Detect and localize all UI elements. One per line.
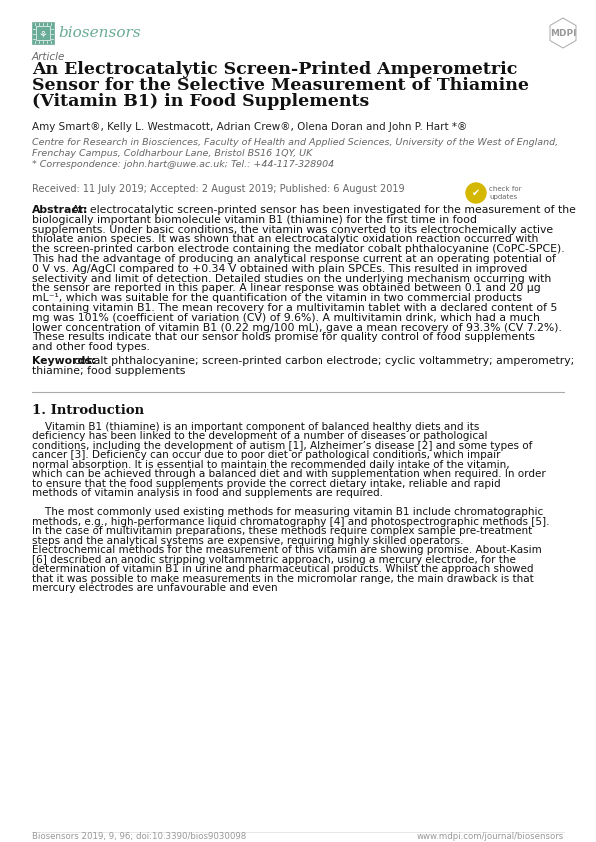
Text: An electrocatalytic screen-printed sensor has been investigated for the measurem: An electrocatalytic screen-printed senso…: [72, 205, 576, 215]
Text: to ensure that the food supplements provide the correct dietary intake, reliable: to ensure that the food supplements prov…: [32, 478, 501, 488]
Text: check for: check for: [489, 186, 522, 192]
Text: www.mdpi.com/journal/biosensors: www.mdpi.com/journal/biosensors: [417, 832, 564, 841]
FancyBboxPatch shape: [32, 22, 54, 44]
Text: biosensors: biosensors: [58, 26, 141, 40]
Text: 1. Introduction: 1. Introduction: [32, 403, 144, 417]
Text: steps and the analytical systems are expensive, requiring highly skilled operato: steps and the analytical systems are exp…: [32, 536, 464, 546]
Text: Sensor for the Selective Measurement of Thiamine: Sensor for the Selective Measurement of …: [32, 77, 529, 94]
Text: methods of vitamin analysis in food and supplements are required.: methods of vitamin analysis in food and …: [32, 488, 383, 498]
Text: Abstract:: Abstract:: [32, 205, 88, 215]
Text: which can be achieved through a balanced diet and with supplementation when requ: which can be achieved through a balanced…: [32, 469, 546, 479]
Text: normal absorption. It is essential to maintain the recommended daily intake of t: normal absorption. It is essential to ma…: [32, 460, 510, 470]
Text: Keywords:: Keywords:: [32, 356, 96, 366]
Text: Centre for Research in Biosciences, Faculty of Health and Applied Sciences, Univ: Centre for Research in Biosciences, Facu…: [32, 138, 558, 147]
FancyBboxPatch shape: [36, 26, 50, 40]
Text: and other food types.: and other food types.: [32, 342, 150, 352]
Text: In the case of multivitamin preparations, these methods require complex sample p: In the case of multivitamin preparations…: [32, 526, 532, 536]
Text: Electrochemical methods for the measurement of this vitamin are showing promise.: Electrochemical methods for the measurem…: [32, 545, 542, 555]
Text: determination of vitamin B1 in urine and pharmaceutical products. Whilst the app: determination of vitamin B1 in urine and…: [32, 564, 533, 574]
Text: [6] described an anodic stripping voltammetric approach, using a mercury electro: [6] described an anodic stripping voltam…: [32, 555, 516, 565]
Text: the sensor are reported in this paper. A linear response was obtained between 0.: the sensor are reported in this paper. A…: [32, 284, 541, 293]
Text: conditions, including the development of autism [1], Alzheimer’s disease [2] and: conditions, including the development of…: [32, 440, 532, 450]
Text: * Correspondence: john.hart@uwe.ac.uk; Tel.: +44-117-328904: * Correspondence: john.hart@uwe.ac.uk; T…: [32, 160, 334, 169]
Text: ✔: ✔: [472, 188, 480, 198]
Text: These results indicate that our sensor holds promise for quality control of food: These results indicate that our sensor h…: [32, 333, 535, 343]
Text: methods, e.g., high-performance liquid chromatography [4] and photospectrographi: methods, e.g., high-performance liquid c…: [32, 517, 550, 526]
Text: (Vitamin B1) in Food Supplements: (Vitamin B1) in Food Supplements: [32, 93, 370, 110]
Text: Biosensors 2019, 9, 96; doi:10.3390/bios9030098: Biosensors 2019, 9, 96; doi:10.3390/bios…: [32, 832, 246, 841]
Text: biologically important biomolecule vitamin B1 (thiamine) for the first time in f: biologically important biomolecule vitam…: [32, 215, 477, 225]
Text: Frenchay Campus, Coldharbour Lane, Bristol BS16 1QY, UK: Frenchay Campus, Coldharbour Lane, Brist…: [32, 149, 312, 158]
Text: An Electrocatalytic Screen-Printed Amperometric: An Electrocatalytic Screen-Printed Amper…: [32, 61, 517, 78]
Circle shape: [466, 183, 486, 203]
Text: mercury electrodes are unfavourable and even: mercury electrodes are unfavourable and …: [32, 584, 278, 593]
Text: thiamine; food supplements: thiamine; food supplements: [32, 365, 185, 376]
Text: ⚘: ⚘: [39, 30, 47, 40]
Text: supplements. Under basic conditions, the vitamin was converted to its electroche: supplements. Under basic conditions, the…: [32, 225, 553, 235]
Text: mg was 101% (coefficient of variation (CV) of 9.6%). A multivitamin drink, which: mg was 101% (coefficient of variation (C…: [32, 312, 540, 322]
Text: Article: Article: [32, 52, 66, 62]
Text: mL⁻¹, which was suitable for the quantification of the vitamin in two commercial: mL⁻¹, which was suitable for the quantif…: [32, 293, 522, 303]
Text: updates: updates: [489, 194, 517, 200]
Text: This had the advantage of producing an analytical response current at an operati: This had the advantage of producing an a…: [32, 254, 556, 264]
Text: MDPI: MDPI: [550, 29, 576, 38]
Text: Amy Smart®, Kelly L. Westmacott, Adrian Crew®, Olena Doran and John P. Hart *®: Amy Smart®, Kelly L. Westmacott, Adrian …: [32, 122, 467, 132]
Text: The most commonly used existing methods for measuring vitamin B1 include chromat: The most commonly used existing methods …: [32, 507, 543, 517]
Text: the screen-printed carbon electrode containing the mediator cobalt phthalocyanin: the screen-printed carbon electrode cont…: [32, 244, 564, 254]
Text: thiolate anion species. It was shown that an electrocatalytic oxidation reaction: thiolate anion species. It was shown tha…: [32, 234, 538, 244]
Text: 0 V vs. Ag/AgCl compared to +0.34 V obtained with plain SPCEs. This resulted in : 0 V vs. Ag/AgCl compared to +0.34 V obta…: [32, 264, 527, 274]
Text: lower concentration of vitamin B1 (0.22 mg/100 mL), gave a mean recovery of 93.3: lower concentration of vitamin B1 (0.22 …: [32, 322, 562, 333]
Text: cancer [3]. Deficiency can occur due to poor diet or pathological conditions, wh: cancer [3]. Deficiency can occur due to …: [32, 450, 501, 460]
Text: containing vitamin B1. The mean recovery for a multivitamin tablet with a declar: containing vitamin B1. The mean recovery…: [32, 303, 557, 313]
Text: Received: 11 July 2019; Accepted: 2 August 2019; Published: 6 August 2019: Received: 11 July 2019; Accepted: 2 Augu…: [32, 184, 405, 194]
Text: selectivity and limit of detection. Detailed studies on the underlying mechanism: selectivity and limit of detection. Deta…: [32, 274, 551, 284]
Text: deficiency has been linked to the development of a number of diseases or patholo: deficiency has been linked to the develo…: [32, 431, 488, 441]
Text: that it was possible to make measurements in the micromolar range, the main draw: that it was possible to make measurement…: [32, 573, 534, 584]
Text: cobalt phthalocyanine; screen-printed carbon electrode; cyclic voltammetry; ampe: cobalt phthalocyanine; screen-printed ca…: [74, 356, 575, 366]
Text: Vitamin B1 (thiamine) is an important component of balanced healthy diets and it: Vitamin B1 (thiamine) is an important co…: [32, 422, 479, 432]
